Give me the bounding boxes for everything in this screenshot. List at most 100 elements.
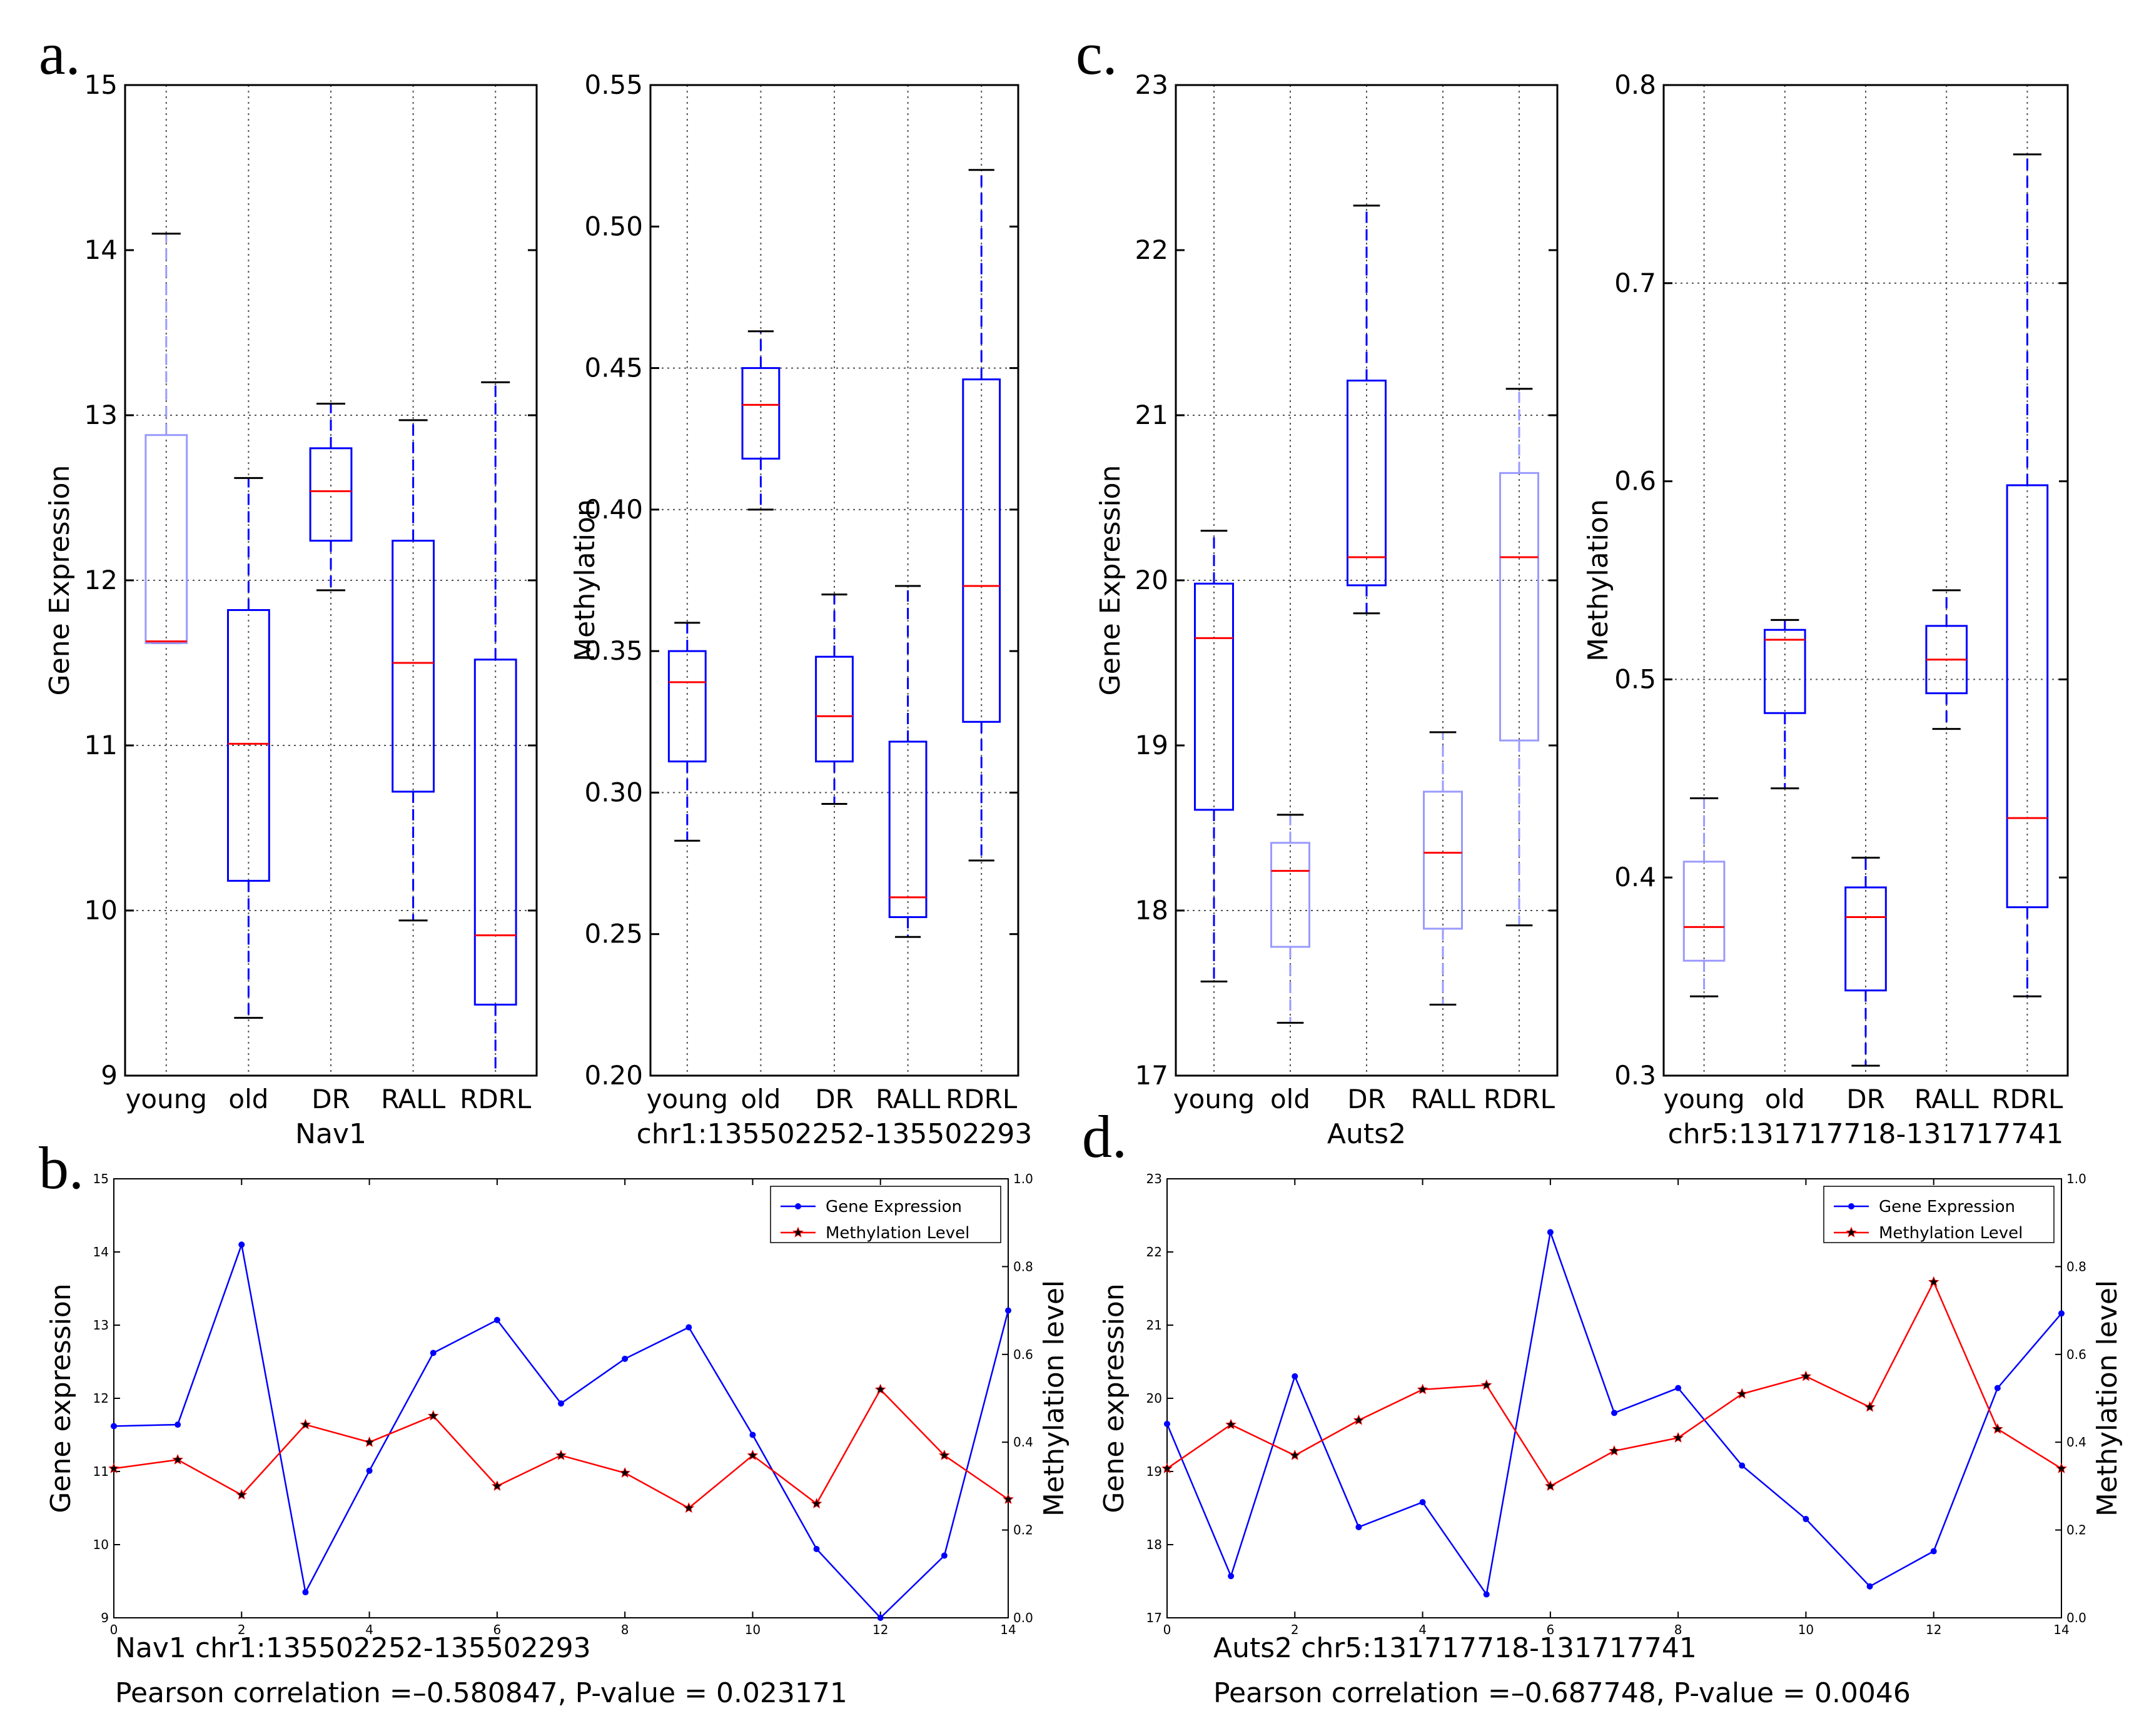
y-left-tick-label: 12	[93, 1391, 109, 1406]
y-tick-label: 0.30	[584, 777, 643, 807]
x-tick-label: 2	[238, 1622, 246, 1637]
y-left-tick-label: 10	[93, 1537, 109, 1552]
box-iqr	[227, 609, 270, 882]
box-iqr	[144, 434, 188, 644]
data-point	[1672, 1431, 1684, 1443]
box-RALL	[1423, 731, 1463, 1006]
series-0	[111, 1241, 1011, 1621]
legend: Gene Expression Methylation Level	[1823, 1186, 2055, 1243]
x-tick-label: RALL	[381, 1084, 446, 1114]
data-point	[1928, 1276, 1939, 1287]
legend-label: Gene Expression	[826, 1198, 962, 1216]
y-left-axis-label: Gene expression	[1098, 1283, 1130, 1513]
plot-frame	[649, 84, 1019, 1077]
y-tick-label: 0.35	[584, 635, 643, 666]
data-point	[1353, 1414, 1365, 1425]
data-point	[236, 1489, 248, 1500]
data-point	[1161, 1462, 1173, 1473]
data-point	[1544, 1480, 1556, 1491]
box-iqr	[741, 367, 781, 460]
y-left-tick-label: 20	[1146, 1391, 1162, 1406]
x-tick-label: 0	[110, 1622, 118, 1637]
boxplot-chart-2: 17 18 19 20 21 22 23 young old DR RALL RDRL Auts2 Gen…	[1095, 69, 1559, 1150]
x-tick-label: RALL	[1410, 1084, 1475, 1114]
y-tick-label: 9	[101, 1060, 118, 1091]
y-tick-label: 17	[1135, 1060, 1168, 1091]
box-iqr	[1682, 860, 1726, 962]
data-point	[1225, 1418, 1237, 1430]
data-point	[363, 1436, 375, 1447]
data-point	[1483, 1591, 1490, 1598]
data-point	[1228, 1573, 1235, 1580]
legend-marker	[1846, 1226, 1857, 1238]
y-axis-label: Gene Expression	[1095, 465, 1126, 696]
data-point	[238, 1241, 245, 1248]
box-young	[1194, 530, 1234, 983]
data-point	[1991, 1423, 2003, 1434]
y-tick-label: 18	[1135, 895, 1168, 926]
legend-marker	[792, 1226, 804, 1238]
y-tick-label: 12	[84, 565, 118, 595]
y-axis-label: Methylation	[569, 499, 601, 662]
x-tick-label: 2	[1291, 1622, 1299, 1637]
x-tick-label: DR	[1347, 1084, 1386, 1114]
panel-letter-b: b.	[39, 1134, 84, 1201]
box-iqr	[1347, 380, 1387, 587]
y-right-axis-label: Methylation level	[2091, 1280, 2123, 1516]
y-tick-label: 0.40	[584, 494, 643, 525]
y-left-tick-label: 17	[1146, 1610, 1162, 1625]
data-point	[1866, 1583, 1873, 1590]
legend-marker	[795, 1203, 801, 1209]
x-tick-label: 12	[1926, 1622, 1941, 1637]
series-line	[1166, 1280, 2062, 1488]
box-RDRL	[473, 381, 517, 1077]
x-tick-label: 10	[1798, 1622, 1814, 1637]
y-right-tick-label: 0.2	[1013, 1523, 1033, 1538]
x-axis-label: chr1:135502252-135502293	[637, 1118, 1033, 1150]
x-tick-label: 4	[1418, 1622, 1427, 1637]
data-point	[1800, 1370, 1812, 1381]
y-tick-label: 0.7	[1614, 268, 1656, 298]
x-tick-label: RDRL	[460, 1084, 532, 1114]
x-tick-label: 14	[2053, 1622, 2069, 1637]
y-tick-label: 23	[1135, 69, 1168, 100]
plot-frame	[1662, 84, 2069, 1077]
data-point	[685, 1324, 692, 1331]
box-RDRL	[1499, 388, 1539, 927]
box-DR	[815, 593, 854, 805]
plot-frame	[1166, 1178, 2062, 1618]
y-tick-label: 0.20	[584, 1060, 643, 1091]
box-iqr	[1764, 628, 1806, 714]
data-point	[874, 1383, 886, 1395]
y-right-axis-label: Methylation level	[1038, 1280, 1070, 1516]
x-tick-label: DR	[311, 1084, 350, 1114]
boxplot-chart-1: 0.20 0.25 0.30 0.35 0.40 0.45 0.50 0.55 young old…	[569, 69, 1032, 1150]
x-tick-label: RDRL	[946, 1084, 1018, 1114]
y-tick-label: 0.50	[584, 211, 643, 241]
data-point	[427, 1410, 439, 1421]
panel-letter-d: d.	[1082, 1103, 1127, 1170]
legend-label: Methylation Level	[826, 1224, 969, 1243]
y-tick-label: 0.8	[1614, 69, 1656, 100]
x-tick-label: 0	[1163, 1622, 1171, 1637]
box-iqr	[1844, 886, 1887, 992]
box-RDRL	[962, 169, 1001, 862]
y-axis-label: Gene Expression	[44, 465, 76, 696]
data-point	[2058, 1310, 2065, 1317]
data-point	[1355, 1523, 1362, 1530]
y-right-tick-label: 1.0	[2066, 1171, 2086, 1186]
box-iqr	[815, 655, 854, 763]
data-point	[1739, 1462, 1746, 1469]
legend-label: Gene Expression	[1879, 1198, 2015, 1216]
boxplot-chart-3: 0.3 0.4 0.5 0.6 0.7 0.8 young old DR RALL RDRL chr5…	[1582, 69, 2069, 1150]
data-point	[300, 1418, 311, 1430]
data-point	[1803, 1516, 1809, 1523]
x-tick-label: old	[228, 1084, 268, 1114]
y-tick-label: 0.4	[1614, 862, 1656, 892]
data-point	[1005, 1307, 1011, 1314]
plot-frame	[113, 1178, 1009, 1618]
x-tick-label: old	[741, 1084, 781, 1114]
data-point	[558, 1400, 564, 1407]
y-left-tick-label: 21	[1146, 1318, 1162, 1333]
